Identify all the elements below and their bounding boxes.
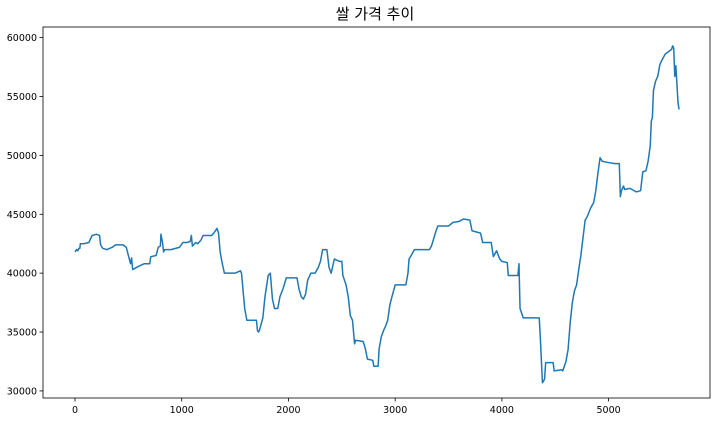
- x-tick-label: 4000: [490, 405, 514, 416]
- y-tick-label: 35000: [7, 328, 37, 339]
- y-tick-label: 30000: [7, 386, 37, 397]
- x-tick-label: 3000: [383, 405, 407, 416]
- x-tick-label: 2000: [276, 405, 300, 416]
- x-tick-label: 1000: [170, 405, 194, 416]
- y-tick-label: 60000: [7, 33, 37, 44]
- series-line-price: [74, 45, 680, 384]
- x-tick-label: 5000: [597, 405, 621, 416]
- x-tick-label: 0: [72, 405, 78, 416]
- y-tick-label: 40000: [7, 269, 37, 280]
- axes-frame: [42, 26, 711, 399]
- plot-area: [74, 45, 680, 384]
- y-tick-label: 45000: [7, 210, 37, 221]
- y-tick-label: 55000: [7, 92, 37, 103]
- y-tick-label: 50000: [7, 151, 37, 162]
- x-axis: 0 1000 2000 3000 4000 5000: [72, 398, 621, 416]
- chart-title: 쌀 가격 추이: [336, 5, 415, 23]
- y-axis: 30000 35000 40000 45000 50000 55000 60000: [7, 33, 43, 397]
